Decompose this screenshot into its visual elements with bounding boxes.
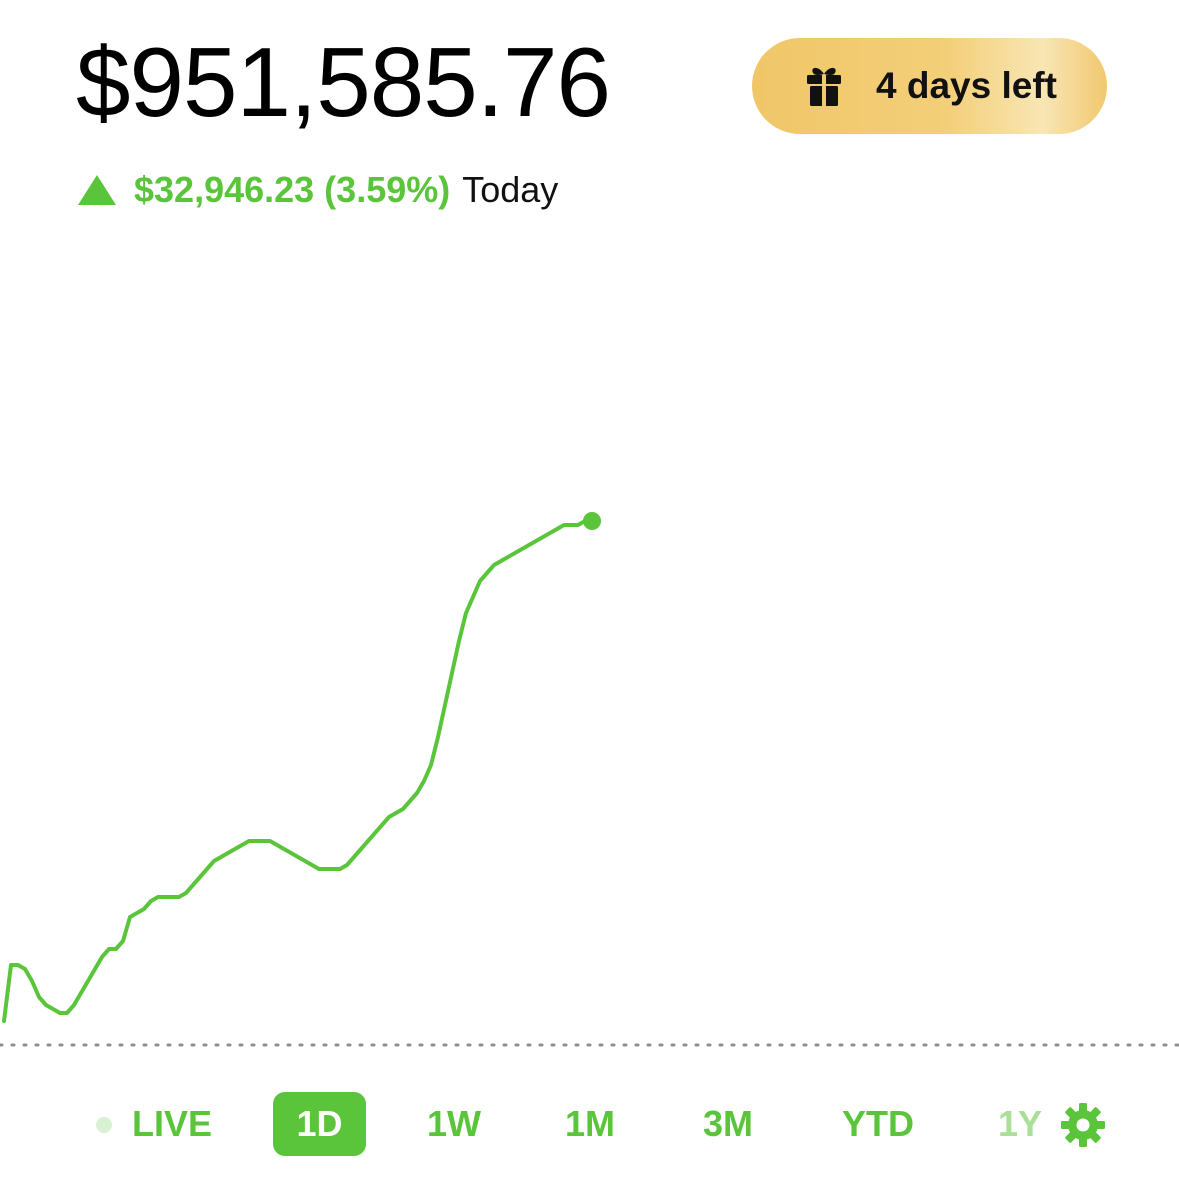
portfolio-chart[interactable] <box>0 230 1179 1060</box>
series-line <box>2 519 594 1023</box>
change-period: Today <box>462 169 559 210</box>
gift-label: 4 days left <box>876 65 1057 106</box>
up-triangle-icon <box>78 175 116 205</box>
range-selector: LIVE 1D 1W 1M 3M YTD 1Y <box>0 1092 1179 1160</box>
daily-change: $32,946.23 (3.59%) Today <box>78 164 558 216</box>
gear-icon[interactable] <box>1060 1102 1106 1148</box>
range-1y[interactable]: 1Y <box>997 1103 1043 1144</box>
portfolio-value: $951,585.76 <box>76 27 611 137</box>
range-1w[interactable]: 1W <box>427 1103 481 1144</box>
range-3m[interactable]: 3M <box>702 1103 753 1144</box>
range-1m[interactable]: 1M <box>564 1103 615 1144</box>
gift-icon <box>804 65 844 107</box>
live-dot-icon <box>96 1117 112 1133</box>
gift-button[interactable]: 4 days left <box>752 38 1107 134</box>
range-ytd[interactable]: YTD <box>842 1103 914 1144</box>
change-amount: $32,946.23 (3.59%) <box>134 169 451 210</box>
range-1d[interactable]: 1D <box>273 1092 366 1156</box>
range-live[interactable]: LIVE <box>131 1103 212 1144</box>
current-value-dot <box>583 512 601 530</box>
